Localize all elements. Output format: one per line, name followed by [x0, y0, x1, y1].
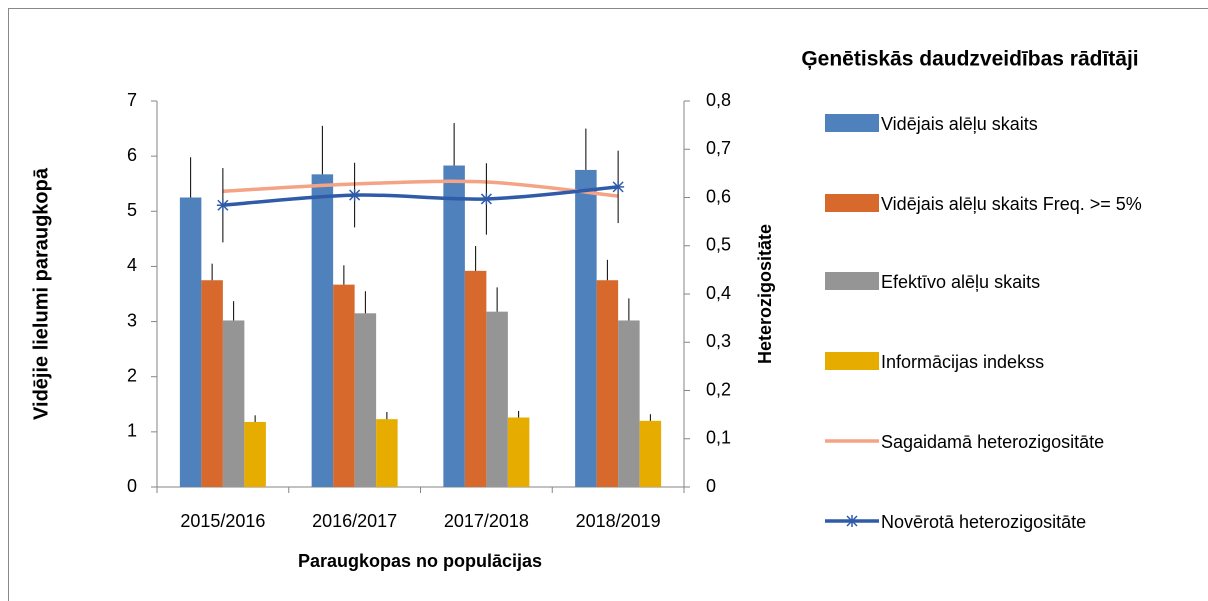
legend-item: Sagaidamā heterozigositāte	[825, 430, 1195, 454]
bar	[639, 420, 662, 487]
bar	[222, 320, 245, 487]
legend-swatch	[825, 352, 879, 370]
y-tick-label: 2	[127, 365, 137, 385]
legend-swatch	[825, 114, 879, 132]
y2-tick-label: 0,2	[706, 379, 731, 399]
bar	[443, 165, 465, 487]
y-axis-title: Vidējie lielumi paraugkopā	[30, 167, 52, 420]
y-tick-label: 7	[127, 90, 137, 110]
y2-tick-label: 0	[706, 476, 716, 496]
y2-tick-label: 0,4	[706, 283, 731, 303]
marker	[216, 199, 229, 212]
swatch	[825, 194, 879, 212]
legend-swatch	[825, 515, 879, 527]
bar	[244, 421, 266, 487]
legend-item: Efektīvo alēļu skaits	[825, 270, 1195, 294]
swatch	[825, 114, 879, 132]
y-tick-label: 3	[127, 310, 137, 330]
y2-tick-label: 0,6	[706, 186, 731, 206]
x-tick-label: 2018/2019	[576, 511, 661, 531]
y-tick-label: 0	[127, 476, 137, 496]
x-axis-title: Paraugkopas no populācijas	[298, 551, 542, 571]
y2-axis-title: Heterozigositāte	[755, 224, 775, 364]
x-tick-label: 2017/2018	[444, 511, 529, 531]
line	[222, 185, 619, 207]
bar	[575, 169, 597, 487]
legend-label: Vidējais alēļu skaits	[881, 114, 1038, 134]
y2-tick-label: 0,7	[706, 138, 731, 158]
marker	[348, 189, 361, 202]
y2-tick-label: 0,8	[706, 90, 731, 110]
legend-item: Informācijas indekss	[825, 350, 1195, 374]
chart-title: Ģenētiskās daudzveidības rādītāji	[801, 48, 1138, 71]
bar	[618, 320, 640, 487]
marker	[480, 192, 493, 205]
legend-label: Novērotā heterozigositāte	[881, 512, 1087, 532]
bar	[376, 419, 398, 487]
y-tick-label: 6	[127, 145, 137, 165]
legend-swatch	[825, 194, 879, 212]
x-tick-label: 2015/2016	[180, 511, 265, 531]
bar	[311, 174, 334, 487]
bar	[464, 270, 487, 487]
bar	[179, 197, 202, 487]
bar	[486, 311, 508, 487]
swatch	[825, 272, 879, 290]
y-tick-label: 5	[127, 200, 137, 220]
legend-item: Novērotā heterozigositāte	[825, 510, 1195, 534]
y-tick-label: 1	[127, 421, 137, 441]
x-tick-label: 2016/2017	[312, 511, 397, 531]
y2-tick-label: 0,5	[706, 235, 731, 255]
legend-label: Efektīvo alēļu skaits	[881, 272, 1041, 292]
legend-item: Vidējais alēļu skaits	[825, 112, 1195, 136]
line	[222, 179, 619, 198]
swatch	[825, 352, 879, 370]
legend-label: Vidējais alēļu skaits Freq. >= 5%	[881, 194, 1142, 214]
legend-item: Vidējais alēļu skaits Freq. >= 5%	[825, 192, 1195, 216]
legend-swatch	[825, 272, 879, 290]
bar	[201, 280, 223, 487]
y2-tick-label: 0,1	[706, 428, 731, 448]
bar	[354, 313, 377, 487]
legend-label: Sagaidamā heterozigositāte	[881, 432, 1105, 452]
bar	[596, 280, 619, 487]
legend-swatch	[825, 439, 879, 443]
bar	[333, 284, 355, 487]
bar	[507, 417, 530, 487]
legend-label: Informācijas indekss	[881, 352, 1045, 372]
marker	[612, 180, 625, 193]
chart-frame	[8, 8, 1208, 601]
y2-tick-label: 0,3	[706, 331, 731, 351]
y-tick-label: 4	[127, 255, 137, 275]
